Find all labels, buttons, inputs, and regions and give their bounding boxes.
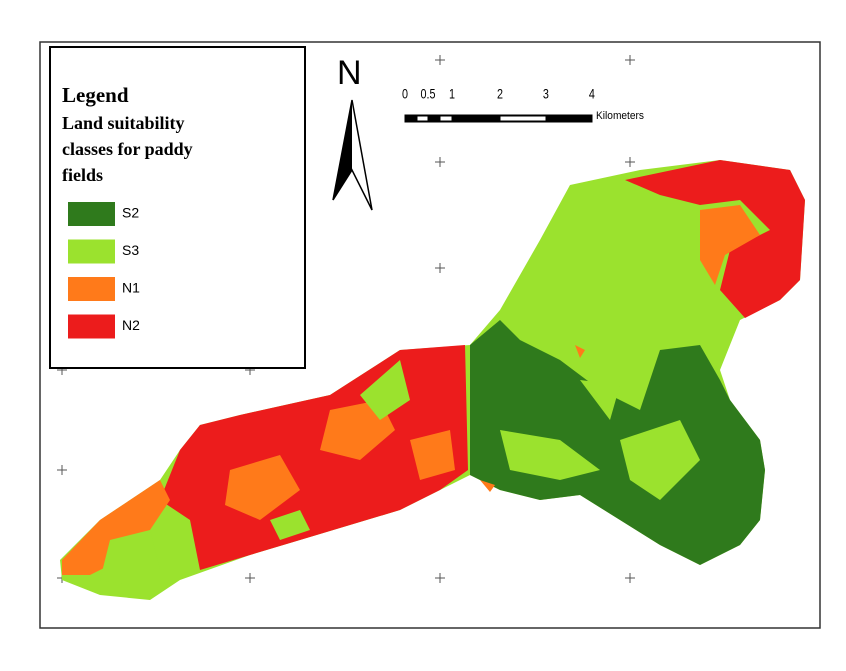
legend-label: S2	[122, 205, 139, 221]
legend-label: N2	[122, 317, 140, 333]
region-s3-middle	[500, 380, 700, 500]
north-arrow-fill	[333, 100, 352, 200]
legend-swatch	[68, 239, 115, 264]
suitability-map	[60, 160, 805, 600]
legend-subtitle: fields	[62, 165, 103, 185]
legend-swatch	[68, 202, 115, 226]
region-n1-west	[62, 400, 455, 575]
region-n2-east	[625, 160, 805, 318]
legend-swatch	[68, 277, 115, 301]
scale-label: 0	[402, 86, 408, 102]
legend-subtitle: classes for paddy	[62, 139, 193, 159]
legend-title: Legend	[62, 83, 129, 107]
legend-label: N1	[122, 280, 140, 296]
region-n1-east	[480, 205, 760, 492]
region-s2	[470, 320, 765, 565]
legend-subtitle: Land suitability	[62, 113, 185, 133]
north-label: N	[337, 54, 362, 92]
scale-label: 0.5	[420, 86, 435, 102]
legend: Land suitability classes for paddy fields S…	[62, 113, 193, 339]
scale-label: 2	[497, 86, 503, 102]
scale-bar	[404, 114, 593, 123]
scale-label: 4	[589, 86, 595, 102]
region-s3-west	[100, 360, 410, 585]
scale-unit: Kilometers	[596, 110, 644, 122]
legend-swatch	[68, 314, 115, 339]
legend-label: S3	[122, 242, 139, 258]
scale-label: 1	[449, 86, 455, 102]
scale-label: 3	[543, 86, 549, 102]
